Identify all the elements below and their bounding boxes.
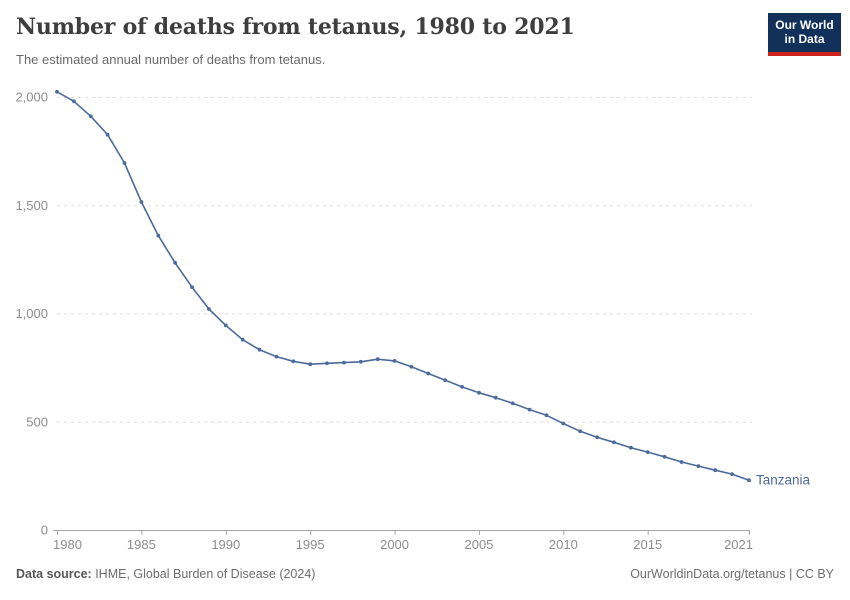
- x-tick-label-2021: 2021: [724, 537, 753, 552]
- data-point-2002: [426, 371, 431, 376]
- data-point-2001: [409, 364, 414, 369]
- owid-logo[interactable]: Our World in Data: [768, 13, 841, 56]
- y-tick-label-1500: 1,500: [15, 198, 48, 213]
- data-point-2004: [460, 385, 464, 389]
- data-point-2009: [544, 413, 549, 418]
- y-tick-label-1000: 1,000: [15, 306, 48, 321]
- x-tick-label-2010: 2010: [549, 537, 578, 552]
- trend-line-tanzania: [56, 91, 750, 481]
- data-point-1994: [291, 359, 296, 364]
- data-source-label: Data source:: [16, 567, 92, 581]
- data-point-2006: [493, 395, 498, 400]
- x-tick-label-1980: 1980: [53, 537, 82, 552]
- data-point-2018: [696, 464, 701, 468]
- data-point-2017: [679, 460, 684, 464]
- data-point-1997: [342, 360, 346, 365]
- x-tick-label-2015: 2015: [633, 537, 662, 552]
- data-point-2019: [713, 468, 718, 473]
- data-source-text: IHME, Global Burden of Disease (2024): [91, 567, 316, 581]
- data-source: Data source: IHME, Global Burden of Dise…: [16, 567, 315, 581]
- page-title: Number of deaths from tetanus, 1980 to 2…: [16, 14, 575, 40]
- data-point-1991: [240, 337, 245, 342]
- data-point-2016: [662, 454, 667, 459]
- x-tick-label-1985: 1985: [127, 537, 156, 552]
- data-point-1989: [207, 307, 211, 311]
- entity-label-tanzania[interactable]: Tanzania: [756, 473, 811, 488]
- data-point-2012: [595, 435, 599, 440]
- logo-line-2: in Data: [784, 31, 825, 46]
- x-tick-label-1995: 1995: [296, 537, 325, 552]
- data-point-2003: [443, 378, 448, 383]
- data-point-2014: [629, 445, 633, 450]
- data-point-1981: [72, 99, 76, 104]
- data-point-2011: [578, 429, 583, 434]
- data-point-2008: [527, 407, 532, 412]
- data-point-1999: [375, 357, 380, 362]
- data-point-1996: [325, 361, 329, 366]
- data-point-2015: [645, 450, 650, 454]
- x-tick-label-2000: 2000: [380, 537, 409, 552]
- y-tick-label-2000: 2,000: [15, 90, 48, 105]
- y-tick-label-0: 0: [41, 523, 48, 538]
- logo-line-1: Our World: [775, 18, 834, 32]
- data-point-1980: [55, 89, 59, 94]
- data-point-1993: [274, 354, 279, 359]
- data-point-2005: [477, 390, 481, 395]
- chart-footer: Data source: IHME, Global Burden of Dise…: [16, 567, 834, 581]
- data-point-2010: [561, 421, 566, 426]
- y-tick-label-500: 500: [26, 414, 48, 429]
- data-point-1988: [190, 285, 194, 289]
- credit-link[interactable]: OurWorldinData.org/tetanus | CC BY: [630, 567, 834, 581]
- x-tick-label-2005: 2005: [464, 537, 493, 552]
- data-point-2000: [392, 359, 397, 363]
- data-point-1982: [88, 114, 93, 119]
- data-point-1984: [122, 161, 127, 165]
- data-point-2021: [747, 478, 751, 483]
- chart-subtitle: The estimated annual number of deaths fr…: [16, 52, 326, 67]
- data-point-1995: [308, 362, 313, 367]
- data-point-1983: [105, 132, 110, 137]
- data-point-2013: [612, 440, 616, 445]
- data-point-1985: [139, 200, 144, 204]
- data-point-1992: [257, 347, 262, 352]
- x-tick-label-1990: 1990: [211, 537, 240, 552]
- data-point-1986: [156, 233, 161, 238]
- data-point-2007: [510, 401, 515, 406]
- data-point-1990: [223, 323, 228, 328]
- data-point-2020: [730, 472, 734, 476]
- data-point-1998: [358, 359, 363, 364]
- data-point-1987: [173, 260, 178, 265]
